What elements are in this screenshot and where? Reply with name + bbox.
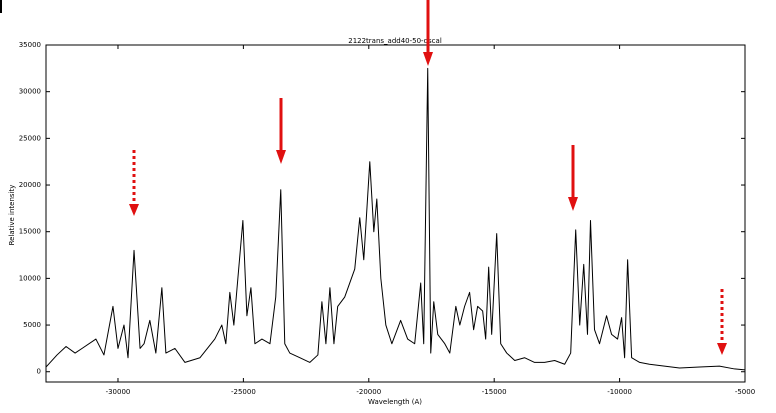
chart-title: 2122trans_add40-50-dscal [348, 37, 442, 45]
x-tick-label: -5000 [735, 388, 755, 396]
y-tick-label: 0 [37, 368, 41, 376]
x-tick-label: -30000 [106, 388, 131, 396]
spectrum-line [45, 67, 746, 371]
arrows [129, 0, 727, 355]
y-tick-label: 30000 [19, 88, 41, 96]
y-tick-label: 10000 [19, 274, 41, 282]
y-tick-label: 35000 [19, 41, 41, 49]
y-tick-label: 15000 [19, 228, 41, 236]
arrow-head [717, 343, 727, 355]
arrow-head [568, 197, 578, 211]
y-tick-label: 25000 [19, 134, 41, 142]
arrow-head [276, 150, 286, 164]
y-axis-label: Relative intensity [8, 185, 16, 246]
arrow-head [423, 52, 433, 66]
y-tick-label: 20000 [19, 181, 41, 189]
x-tick-label: -20000 [356, 388, 381, 396]
arrow-head [129, 204, 139, 216]
corner-mark [0, 0, 2, 13]
x-axis-label: Wavelength (A) [368, 398, 422, 406]
y-tick-label: 5000 [23, 321, 41, 329]
plot-frame [45, 44, 746, 383]
x-tick-label: -25000 [231, 388, 256, 396]
x-tick-label: -10000 [607, 388, 632, 396]
x-tick-label: -15000 [482, 388, 507, 396]
plot-area: 0 5000 10000 15000 20000 25000 30000 35000 -3000… [19, 41, 755, 396]
